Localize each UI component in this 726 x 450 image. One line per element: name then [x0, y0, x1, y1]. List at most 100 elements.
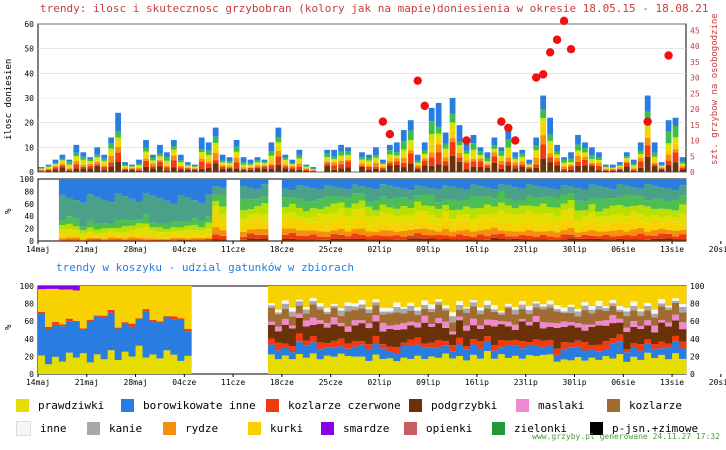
share-segment: [58, 240, 67, 241]
share-segment: [254, 238, 262, 241]
bar-segment: [150, 162, 156, 164]
bar-segment: [52, 167, 59, 170]
share-segment: [658, 228, 666, 234]
bar-segment: [435, 164, 442, 172]
share-segment: [476, 207, 485, 216]
bar-segment: [484, 164, 491, 166]
basket-segment: [316, 309, 325, 321]
share-segment: [456, 200, 464, 210]
bar-segment: [157, 166, 163, 172]
share-segment: [337, 202, 345, 209]
bar-segment: [470, 159, 477, 162]
share-segment: [177, 227, 185, 231]
bar-segment: [637, 142, 644, 151]
share-segment: [323, 226, 332, 232]
share-segment: [302, 239, 311, 241]
basket-segment: [651, 357, 659, 374]
share-segment: [72, 226, 81, 231]
bar-segment: [470, 157, 477, 160]
share-segment: [400, 222, 408, 231]
y-tick-label: 0: [29, 168, 34, 177]
basket-segment: [337, 310, 345, 316]
bar-segment: [547, 140, 554, 143]
basket-segment: [38, 286, 46, 290]
basket-segment: [483, 300, 492, 305]
bar-segment: [289, 165, 296, 168]
basket-segment: [428, 304, 436, 309]
basket-segment: [107, 309, 116, 313]
share-segment: [463, 239, 471, 241]
basket-segment: [281, 343, 290, 348]
share-segment: [240, 239, 248, 241]
share-segment: [567, 234, 575, 239]
basket-segment: [525, 345, 534, 356]
share-segment: [330, 238, 339, 241]
basket-segment: [518, 319, 527, 322]
share-segment: [365, 187, 373, 202]
share-segment: [470, 236, 478, 240]
bar-segment: [561, 163, 567, 166]
bar-segment: [324, 158, 331, 161]
basket-segment: [288, 346, 297, 353]
share-segment: [435, 231, 443, 235]
share-segment: [504, 179, 513, 186]
bar-segment: [477, 155, 484, 157]
basket-segment: [435, 339, 443, 349]
basket-segment: [442, 286, 450, 306]
share-segment: [260, 238, 269, 241]
basket-segment: [100, 286, 109, 316]
share-segment: [497, 230, 506, 234]
basket-segment: [323, 313, 332, 323]
share-segment: [532, 214, 541, 226]
share-segment: [358, 235, 366, 239]
share-segment: [595, 217, 603, 226]
share-segment: [456, 179, 464, 188]
basket-segment: [295, 353, 304, 374]
share-segment: [163, 229, 171, 233]
bar-segment: [101, 170, 108, 172]
basket-segment: [490, 358, 499, 374]
basket-segment: [365, 312, 373, 324]
basket-segment: [476, 310, 485, 315]
share-segment: [191, 200, 199, 219]
share-segment: [393, 235, 401, 240]
basket-segment: [560, 342, 568, 349]
share-segment: [372, 225, 380, 232]
basket-segment: [463, 330, 471, 347]
bar-segment: [177, 164, 184, 166]
basket-segment: [609, 343, 617, 359]
bar-segment: [345, 154, 351, 157]
bar-segment: [170, 155, 177, 161]
share-segment: [247, 238, 255, 241]
basket-segment: [400, 342, 408, 347]
basket-segment: [553, 305, 561, 310]
share-segment: [93, 223, 102, 230]
bar-segment: [651, 142, 658, 153]
share-segment: [212, 234, 220, 240]
share-segment: [114, 179, 123, 194]
bar-segment: [526, 165, 533, 167]
bar-segment: [205, 163, 212, 168]
bar-segment: [170, 151, 177, 154]
bar-segment: [212, 142, 219, 146]
efficiency-dot: [462, 136, 471, 145]
basket-segment: [490, 286, 499, 306]
basket-segment: [658, 286, 666, 300]
bar-segment: [345, 147, 351, 152]
bar-segment: [191, 167, 198, 169]
share-segment: [65, 229, 74, 234]
share-segment: [588, 179, 596, 185]
date-range: doniesienia w okresie 18.05.15 - 18.08.2…: [437, 2, 709, 15]
basket-segment: [463, 349, 471, 361]
bar-segment: [644, 111, 651, 123]
basket-segment: [288, 307, 297, 312]
share-segment: [288, 238, 297, 241]
share-segment: [191, 230, 199, 235]
basket-segment: [100, 359, 109, 374]
basket-segment: [337, 315, 345, 323]
basket-segment: [288, 311, 297, 317]
share-segment: [281, 228, 290, 235]
y2-tick-label: 45: [690, 26, 700, 35]
basket-segment: [414, 355, 422, 374]
x-tick-label: 30lip: [562, 245, 586, 254]
